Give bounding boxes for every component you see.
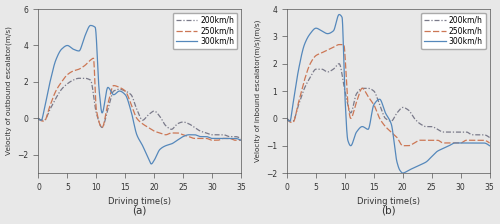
Title: (b): (b)	[381, 206, 396, 216]
X-axis label: Driving time(s): Driving time(s)	[357, 197, 420, 206]
Y-axis label: Velocity of outbound escalator(m/s): Velocity of outbound escalator(m/s)	[6, 27, 12, 155]
Legend: 200km/h, 250km/h, 300km/h: 200km/h, 250km/h, 300km/h	[172, 13, 237, 49]
X-axis label: Driving time(s): Driving time(s)	[108, 197, 171, 206]
Y-axis label: Velocity of inbound escalator(m/s)(m/s): Velocity of inbound escalator(m/s)(m/s)	[254, 20, 260, 162]
Legend: 200km/h, 250km/h, 300km/h: 200km/h, 250km/h, 300km/h	[421, 13, 486, 49]
Title: (a): (a)	[132, 206, 147, 216]
